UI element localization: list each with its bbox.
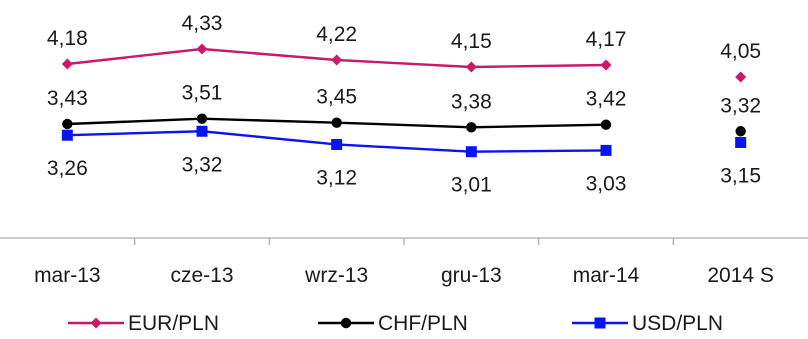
data-label: 3,32 xyxy=(720,94,761,117)
legend-marker-circle xyxy=(340,317,352,329)
data-label: 3,12 xyxy=(316,166,357,189)
data-label: 3,45 xyxy=(316,86,357,109)
marker-circle xyxy=(331,117,342,128)
data-label: 3,42 xyxy=(586,88,627,111)
marker-circle xyxy=(735,126,746,137)
marker-diamond xyxy=(465,61,477,73)
x-tick-label: mar-13 xyxy=(34,264,101,287)
data-label: 3,43 xyxy=(47,87,88,110)
data-label: 3,38 xyxy=(451,90,492,113)
marker-square xyxy=(600,144,612,156)
legend-item: CHF/PLN xyxy=(318,312,468,335)
data-label: 3,51 xyxy=(182,82,223,105)
marker-circle xyxy=(600,119,612,130)
data-label: 4,22 xyxy=(316,23,357,46)
data-label: 4,18 xyxy=(47,27,88,50)
legend-item: USD/PLN xyxy=(572,312,723,335)
marker-square xyxy=(331,138,343,150)
x-axis-ticks xyxy=(133,238,675,245)
legend-marker-square xyxy=(594,317,606,329)
marker-circle xyxy=(196,113,208,124)
x-tick-label: cze-13 xyxy=(170,264,233,287)
series-markers xyxy=(61,43,747,158)
marker-diamond xyxy=(331,54,343,66)
data-label: 3,03 xyxy=(586,172,627,195)
x-tick-label: wrz-13 xyxy=(304,264,368,287)
data-label: 3,26 xyxy=(47,157,88,180)
data-label: 4,33 xyxy=(182,12,223,35)
x-tick-label: gru-13 xyxy=(441,264,502,287)
data-label: 4,05 xyxy=(720,40,761,63)
x-axis-tick-labels: mar-13 cze-13 wrz-13 gru-13 mar-14 2014 S xyxy=(34,264,774,287)
data-label: 3,32 xyxy=(182,153,223,176)
legend-label: USD/PLN xyxy=(632,312,723,335)
marker-square xyxy=(196,125,208,137)
x-tick-label: 2014 S xyxy=(707,264,774,287)
marker-diamond xyxy=(61,58,73,70)
marker-diamond xyxy=(600,59,612,71)
data-labels: 4,18 4,33 4,22 4,15 4,17 4,05 3,43 3,51 3,45 3,38… xyxy=(47,12,761,197)
legend-label: EUR/PLN xyxy=(128,312,219,335)
marker-diamond xyxy=(196,43,208,55)
data-label: 4,17 xyxy=(586,28,627,51)
legend-marker-diamond xyxy=(90,317,102,329)
legend: EUR/PLN CHF/PLN USD/PLN xyxy=(68,312,723,335)
marker-square xyxy=(735,136,747,148)
x-tick-label: mar-14 xyxy=(573,264,640,287)
data-label: 3,01 xyxy=(451,174,492,197)
legend-label: CHF/PLN xyxy=(378,312,468,335)
marker-circle xyxy=(62,118,73,130)
marker-diamond xyxy=(735,71,747,83)
data-label: 4,15 xyxy=(451,30,492,53)
data-label: 3,15 xyxy=(720,164,761,187)
marker-square xyxy=(465,146,477,158)
legend-item: EUR/PLN xyxy=(68,312,219,335)
marker-circle xyxy=(466,122,477,133)
marker-square xyxy=(61,129,73,141)
